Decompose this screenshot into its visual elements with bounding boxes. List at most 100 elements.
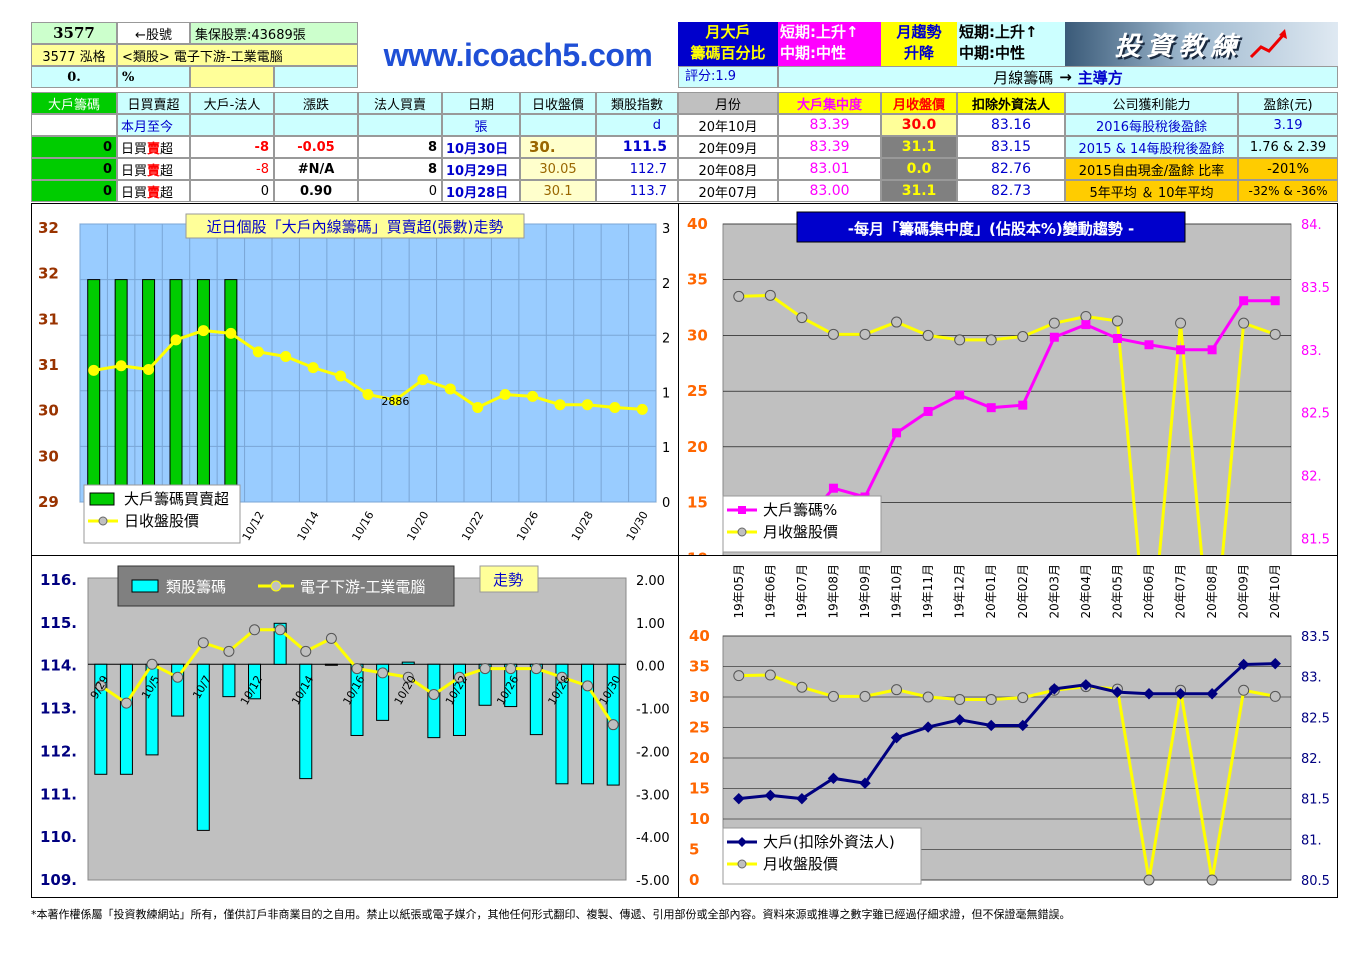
x-tick-label: 20年09月	[1237, 564, 1251, 619]
y-tick-label: 30	[38, 402, 59, 420]
legend-label: 月收盤股價	[763, 523, 838, 541]
sector-point	[428, 688, 440, 700]
profit-label: 2015自由現金/盈餘 比率	[1065, 158, 1238, 180]
excl-foreign-point	[1174, 688, 1187, 700]
concentration-point	[1207, 345, 1217, 355]
chart-title: -每月「籌碼集中度」(佔股本%)變動趨勢 -	[848, 220, 1134, 238]
concentration-point	[986, 403, 996, 413]
y-tick-label: 25	[687, 382, 708, 400]
buy-sell-label: 日買賣超	[117, 180, 190, 202]
sector-index: 113.7	[596, 180, 678, 202]
excl-foreign-chart: 19年05月 19年06月 19年07月 19年08月 19年09月 19年10月 19年1…	[689, 564, 1330, 889]
price-point	[985, 693, 997, 705]
bar	[94, 663, 108, 775]
price-point	[581, 399, 593, 411]
empty-cell	[190, 114, 274, 136]
month: 20年10月	[678, 114, 778, 136]
month-to-date-label: 本月至今	[117, 114, 190, 136]
price-line	[738, 293, 1276, 555]
profit-label: 5年平均 ＆ 10年平均	[1065, 180, 1238, 202]
y-tick-label: 110.	[40, 828, 77, 846]
right-arrow-icon: →	[1059, 68, 1072, 86]
price-point	[389, 394, 401, 406]
excl-foreign-point	[1111, 686, 1124, 698]
price-point	[636, 403, 648, 415]
y2-tick-label: 2	[662, 277, 670, 292]
sector-point	[402, 671, 414, 683]
price-point	[922, 329, 934, 341]
y2-tick-label: 84.	[1301, 218, 1322, 233]
price-point	[1238, 317, 1250, 329]
concentration-point	[1144, 340, 1154, 350]
x-tick-label: 10/16	[349, 509, 376, 543]
excl-foreign-point	[953, 714, 966, 726]
profit-value: -32% & -36%	[1238, 180, 1338, 202]
price-point	[1269, 328, 1281, 340]
empty-cell	[190, 66, 274, 88]
y-tick-label: 15	[689, 780, 710, 798]
sector-point	[556, 671, 568, 683]
monthly-header-3: 扣除外資法人	[957, 92, 1065, 114]
bar	[529, 663, 543, 736]
x-tick-label: 20年01月	[984, 564, 998, 619]
index-unit: d	[596, 114, 678, 136]
logo-text: 投資教練	[1114, 31, 1243, 62]
price-point	[764, 289, 776, 301]
y-tick-label: 30	[38, 447, 59, 465]
excl-foreign-value: 82.76	[957, 158, 1065, 180]
empty-cell	[274, 66, 358, 88]
price-point	[197, 325, 209, 337]
monthly-header-5: 盈餘(元)	[1238, 92, 1338, 114]
price-point	[891, 684, 903, 696]
bar	[222, 663, 236, 698]
trend-mid-term: 中期:中性	[959, 44, 1025, 62]
institutional-trade: 8	[358, 136, 442, 158]
concentration-point	[1049, 332, 1059, 342]
stock-name: 3577 泓格	[31, 44, 117, 66]
sector-point	[300, 645, 312, 657]
concentration-point	[828, 483, 838, 493]
x-tick-label: 19年11月	[921, 564, 935, 619]
profit-value: 3.19	[1238, 114, 1338, 136]
x-tick-label: 20年04月	[1079, 564, 1093, 619]
trend-line1: 月趨勢	[896, 23, 942, 41]
y-tick-label: 40	[689, 627, 710, 645]
big-short-term: 短期:上升↑	[780, 23, 859, 41]
profit-label: 2015 & 14每股稅後盈餘	[1065, 136, 1238, 158]
price-change: 0.90	[274, 180, 358, 202]
site-url[interactable]: www.icoach5.com	[383, 36, 653, 73]
y-tick-label: 30	[687, 326, 708, 344]
concentration-point	[1081, 320, 1091, 330]
y2-tick-label: -5.00	[636, 874, 670, 889]
concentration-line	[738, 299, 1276, 528]
price-point	[796, 681, 808, 693]
y-tick-label: 35	[687, 271, 708, 289]
column-header-6: 日收盤價	[520, 92, 596, 114]
chart-title: 走勢	[493, 571, 523, 589]
sector-point	[453, 671, 465, 683]
legend-box	[722, 495, 882, 553]
bar	[376, 663, 390, 721]
bar	[142, 279, 156, 503]
column-header-1: 日買賣超	[117, 92, 190, 114]
empty-cell	[274, 114, 358, 136]
sector-point	[479, 663, 491, 675]
bar	[324, 663, 338, 666]
title-box	[479, 565, 539, 593]
big-holder-label: 月大戶 籌碼百分比	[678, 22, 778, 66]
daily-close: 30.05	[520, 158, 596, 180]
price-point	[827, 690, 839, 702]
price-point	[796, 312, 808, 324]
bar	[401, 661, 415, 665]
institutional-trade: 0	[358, 180, 442, 202]
x-tick-label: 20年08月	[1205, 564, 1219, 619]
profit-label: 2016每股稅後盈餘	[1065, 114, 1238, 136]
y2-tick-label: -4.00	[636, 831, 670, 846]
bar	[248, 663, 262, 700]
bar	[299, 663, 313, 780]
concentration-value: 83.01	[778, 158, 881, 180]
sector-index: 112.7	[596, 158, 678, 180]
legend-marker	[738, 506, 746, 514]
column-header-7: 類股指數	[596, 92, 678, 114]
